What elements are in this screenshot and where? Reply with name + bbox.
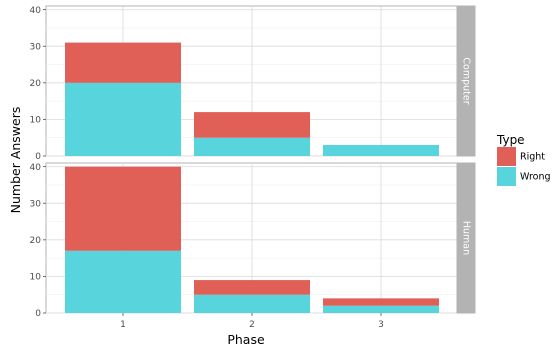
bar-right-phase-2 [194, 280, 310, 295]
facet-strip-label: Human [461, 221, 472, 255]
bar-wrong-phase-3 [323, 305, 439, 313]
legend-items: Right Wrong [497, 147, 551, 186]
y-tick-label: 0 [35, 152, 41, 162]
y-tick-label: 10 [30, 273, 42, 283]
facet-strip-label: Computer [461, 57, 472, 104]
y-tick-label: 10 [30, 116, 42, 126]
bar-right-phase-1 [65, 166, 181, 251]
y-tick-label: 40 [30, 163, 42, 173]
bar-wrong-phase-2 [194, 294, 310, 313]
legend: Type Right Wrong [496, 133, 551, 186]
legend-label-right: Right [520, 152, 545, 163]
y-tick-label: 20 [30, 79, 42, 89]
x-axis-title: Phase [227, 332, 265, 347]
y-tick-label: 0 [35, 309, 41, 319]
bar-right-phase-1 [65, 42, 181, 83]
bar-right-phase-2 [194, 112, 310, 138]
panel-computer: 0 10 20 30 40 Computer [30, 5, 476, 162]
x-tick-label: 3 [378, 320, 384, 330]
bar-right-phase-3 [323, 298, 439, 306]
panel-human: 0 10 20 30 40 Human [30, 162, 476, 319]
bar-wrong-phase-1 [65, 82, 181, 156]
panels-layer: 0 10 20 30 40 Computer 0 10 20 30 40 Human 1 2 3 [30, 5, 476, 330]
y-tick-label: 30 [30, 42, 42, 52]
legend-swatch-right [497, 147, 516, 166]
y-axis-title: Number Answers [8, 107, 23, 214]
x-axis: 1 2 3 [120, 313, 384, 330]
y-tick-label: 30 [30, 199, 42, 209]
y-tick-label: 20 [30, 236, 42, 246]
x-tick-label: 1 [120, 320, 126, 330]
facet-strip [456, 5, 476, 157]
bar-wrong-phase-1 [65, 250, 181, 313]
legend-swatch-wrong [497, 167, 516, 186]
legend-title: Type [496, 133, 525, 147]
legend-label-wrong: Wrong [520, 172, 551, 183]
y-tick-label: 40 [30, 6, 42, 16]
x-tick-label: 2 [249, 320, 255, 330]
bar-wrong-phase-3 [323, 145, 439, 156]
bar-wrong-phase-2 [194, 137, 310, 156]
facet-strip [456, 162, 476, 314]
